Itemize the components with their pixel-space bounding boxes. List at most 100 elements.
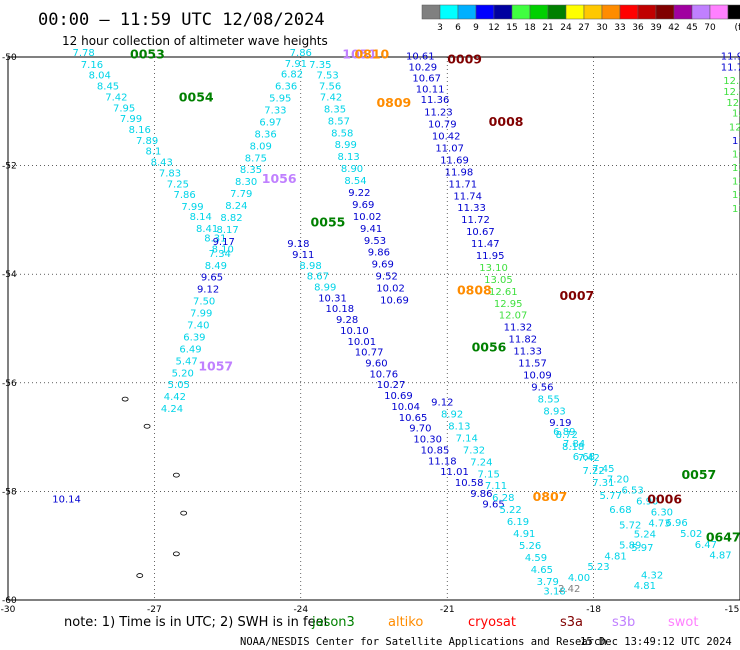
wave-height-value: 7.33 bbox=[264, 105, 286, 116]
x-tick-label: -30 bbox=[1, 605, 16, 615]
wave-height-value: 7.42 bbox=[320, 92, 342, 103]
wave-height-value: 6.82 bbox=[281, 70, 303, 81]
x-tick-label: -18 bbox=[586, 605, 601, 615]
axis-ticks: -30 -27 -24 -21 -18 -15 -50 -52 -54 -56 -58 -60 bbox=[1, 53, 740, 615]
wave-height-value: 8.67 bbox=[307, 272, 329, 283]
wave-height-value: 9.12 bbox=[197, 285, 219, 296]
wave-height-value: 10.10 bbox=[340, 326, 369, 337]
wave-height-value: 11. bbox=[732, 136, 740, 147]
wave-height-value: 7.42 bbox=[578, 453, 600, 464]
wave-height-value: 11.82 bbox=[509, 335, 538, 346]
wave-height-value: 7.35 bbox=[309, 60, 331, 71]
wave-height-value: 4.42 bbox=[164, 392, 186, 403]
wave-height-value: 5.20 bbox=[172, 368, 194, 379]
wave-height-value: 12.61 bbox=[489, 287, 518, 298]
wave-height-value: 5.05 bbox=[168, 380, 190, 391]
colorbar-tick-label: 21 bbox=[542, 23, 553, 33]
y-tick-label: -50 bbox=[2, 53, 17, 63]
colorbar-tick-label: 45 bbox=[686, 23, 697, 33]
wave-height-value: 7.99 bbox=[190, 309, 212, 320]
wave-height-value: 6.90 bbox=[636, 496, 658, 507]
pass-label: 0053 bbox=[130, 46, 165, 61]
wave-height-value: 11.99 bbox=[721, 52, 740, 63]
wave-height-value: 11.18 bbox=[428, 456, 457, 467]
wave-height-value: 5.02 bbox=[680, 529, 702, 540]
wave-height-value: 9.56 bbox=[531, 382, 553, 393]
pass-label: 0054 bbox=[179, 90, 214, 105]
wave-height-value: 9.12 bbox=[431, 398, 453, 409]
wave-height-value: 5.23 bbox=[587, 562, 609, 573]
wave-height-value: 12. bbox=[732, 163, 740, 174]
wave-height-value: 10.04 bbox=[391, 402, 420, 413]
wave-height-value: 11.32 bbox=[504, 323, 533, 334]
wave-height-value: 9.86 bbox=[368, 248, 390, 259]
colorbar-swatch bbox=[637, 4, 657, 20]
wave-height-value: 9.52 bbox=[376, 272, 398, 283]
wave-height-value: 8.43 bbox=[151, 158, 173, 169]
wave-height-value: 10.30 bbox=[413, 435, 442, 446]
wave-height-value: 10.27 bbox=[377, 380, 406, 391]
colorbar-swatch bbox=[457, 4, 477, 20]
pass-label: 0810 bbox=[354, 46, 389, 61]
wave-height-value: 12.1 bbox=[729, 122, 740, 133]
colorbar-tick-label: 70 bbox=[704, 23, 716, 33]
wave-height-value: 3.18 bbox=[543, 587, 565, 598]
wave-height-value: 5.77 bbox=[600, 491, 622, 502]
pass-label: 0807 bbox=[533, 489, 568, 504]
island-outline bbox=[172, 472, 180, 478]
wave-height-value: 12.95 bbox=[494, 299, 523, 310]
colorbar-swatch bbox=[691, 4, 711, 20]
plot-area: -30 -27 -24 -21 -18 -15 -50 -52 -54 -56 -58 -60 7.7… bbox=[1, 46, 740, 615]
wave-height-value: 10.01 bbox=[347, 337, 376, 348]
wave-height-value: 11.98 bbox=[445, 167, 474, 178]
pass-label: 0008 bbox=[489, 114, 524, 129]
credit-text: NOAA/NESDIS Center for Satellite Applica… bbox=[240, 636, 607, 648]
pass-label: 0808 bbox=[457, 282, 492, 297]
wave-height-value: 4.91 bbox=[513, 529, 535, 540]
wave-height-value: 4.73 bbox=[648, 519, 670, 530]
wave-height-value: 3.79 bbox=[537, 577, 559, 588]
wave-height-value: 7.83 bbox=[159, 168, 181, 179]
wave-height-value: 10.14 bbox=[52, 494, 81, 505]
wave-height-value: 9.19 bbox=[549, 418, 571, 429]
timestamp-text: 15 Dec 13:49:12 UTC 2024 bbox=[580, 636, 732, 648]
wave-height-value: 7.99 bbox=[181, 202, 203, 213]
wave-height-value: 6.30 bbox=[651, 507, 673, 518]
wave-height-value: 5.72 bbox=[619, 520, 641, 531]
colorbar-swatch bbox=[421, 4, 441, 20]
wave-height-value: 7.14 bbox=[456, 433, 478, 444]
x-tick-label: -27 bbox=[147, 605, 162, 615]
pass-label: 0009 bbox=[447, 52, 482, 67]
y-tick-label: -54 bbox=[2, 270, 17, 280]
wave-height-value: 8.14 bbox=[190, 212, 212, 223]
wave-height-value: 11.07 bbox=[435, 143, 464, 154]
wave-height-value: 13.05 bbox=[484, 275, 513, 286]
y-tick-label: -56 bbox=[2, 379, 17, 389]
wave-height-value: 8.45 bbox=[97, 82, 119, 93]
wave-height-value: 8.99 bbox=[335, 140, 357, 151]
wave-height-value: 9.65 bbox=[482, 500, 504, 511]
wave-height-value: 10.61 bbox=[406, 52, 435, 63]
wave-height-value: 8.13 bbox=[337, 152, 359, 163]
wave-height-value: 10.76 bbox=[369, 369, 398, 380]
wave-height-value: 12. bbox=[732, 109, 740, 120]
wave-height-value: 8.09 bbox=[250, 141, 272, 152]
wave-height-value: 9.60 bbox=[365, 359, 387, 370]
wave-height-value: 8.99 bbox=[314, 282, 336, 293]
wave-height-value: 12. bbox=[732, 190, 740, 201]
colorbar-swatch bbox=[619, 4, 639, 20]
note-text: note: 1) Time is in UTC; 2) SWH is in fe… bbox=[64, 615, 329, 630]
wave-height-value: 9.69 bbox=[372, 260, 394, 271]
colorbar-tick-label: 33 bbox=[614, 23, 625, 33]
wave-height-value: 7.91 bbox=[285, 59, 307, 70]
wave-height-value: 9.11 bbox=[292, 250, 314, 261]
wave-height-value: 5.26 bbox=[519, 541, 541, 552]
colorbar-swatch bbox=[475, 4, 495, 20]
colorbar-tick-label: 9 bbox=[473, 23, 479, 33]
wave-height-value: 9.22 bbox=[348, 188, 370, 199]
wave-height-value: 12.65 bbox=[723, 76, 740, 87]
colorbar-swatch bbox=[601, 4, 621, 20]
wave-height-value: 7.42 bbox=[105, 92, 127, 103]
wave-height-value: 8.55 bbox=[538, 394, 560, 405]
